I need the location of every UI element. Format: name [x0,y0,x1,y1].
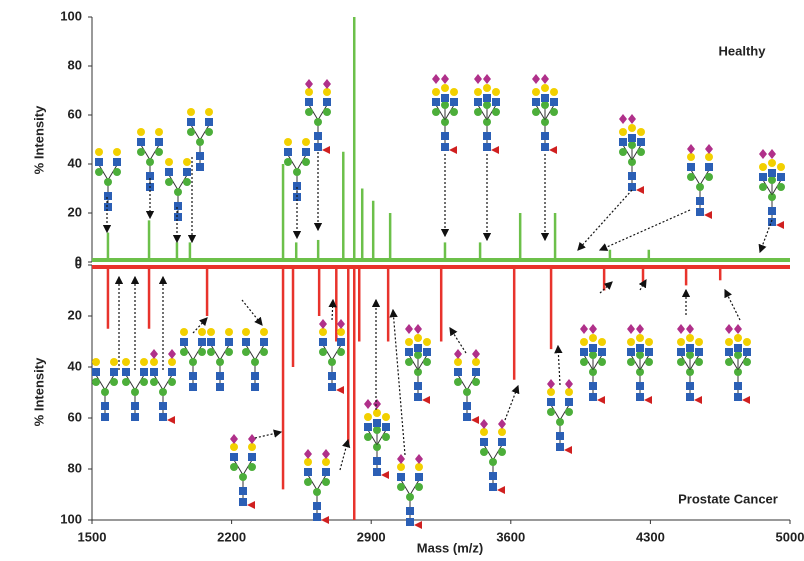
y-tick-label: 100 [60,511,82,526]
y-tick-label: 20 [68,307,82,322]
x-tick-label: 2900 [357,529,386,544]
y-tick-label: 60 [68,409,82,424]
y-axis-label: % Intensity [31,357,46,426]
y-tick-label: 60 [68,106,82,121]
y-tick-label: 0 [75,256,82,271]
x-tick-label: 2200 [217,529,246,544]
y-tick-label: 40 [68,358,82,373]
x-tick-label: 3600 [496,529,525,544]
y-axis-label: % Intensity [31,105,46,174]
glycan-icons [92,74,785,529]
x-tick-label: 4300 [636,529,665,544]
y-tick-label: 20 [68,204,82,219]
x-tick-label: 5000 [776,529,804,544]
panel-label: Prostate Cancer [678,491,778,506]
y-tick-label: 40 [68,155,82,170]
y-tick-label: 100 [60,8,82,23]
x-axis-label: Mass (m/z) [417,540,483,555]
panel-label: Healthy [719,43,767,58]
baseline-band [92,258,790,262]
y-tick-label: 80 [68,57,82,72]
chart: 0204060801000204060801001500220029003600… [0,0,804,561]
y-tick-label: 80 [68,460,82,475]
x-tick-label: 1500 [78,529,107,544]
